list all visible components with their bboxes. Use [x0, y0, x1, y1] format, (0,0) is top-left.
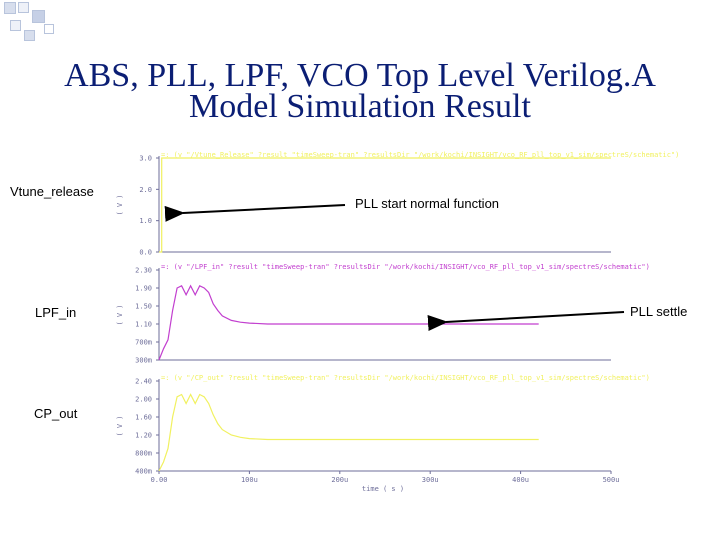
lpf-y-tick-label: 1.50: [135, 303, 152, 311]
x-tick-label: 0.00: [151, 476, 168, 484]
lpf-trace-header: =: (v "/LPF_in" ?result "timeSweep-tran"…: [161, 263, 650, 271]
lpf-y-tick-label: 700m: [135, 339, 152, 347]
x-tick-label: 200u: [331, 476, 348, 484]
lpf-in-label: LPF_in: [35, 305, 77, 320]
lpf-y-tick-label: 1.90: [135, 285, 152, 293]
vtune-y-tick-label: 0.0: [139, 249, 152, 257]
vtune-release-label: Vtune_release: [10, 184, 94, 199]
lpf-y-tick-label: 2.30: [135, 267, 152, 275]
corner-square: [32, 10, 45, 23]
corner-square: [24, 30, 35, 41]
lpf-y-tick-label: 1.10: [135, 321, 152, 329]
slide-title: ABS, PLL, LPF, VCO Top Level Verilog.A M…: [0, 57, 720, 125]
x-tick-label: 500u: [603, 476, 620, 484]
title-line-2: Model Simulation Result: [189, 88, 531, 125]
cp-y-tick-label: 800m: [135, 450, 152, 458]
x-axis-label: time ( s ): [362, 485, 404, 493]
x-tick-label: 400u: [512, 476, 529, 484]
cp-out-label: CP_out: [34, 406, 78, 421]
vtune-y-tick-label: 3.0: [139, 155, 152, 163]
cp-y-axis-label: ( V ): [116, 415, 124, 436]
cp-y-tick-label: 2.40: [135, 378, 152, 386]
cp-y-tick-label: 1.20: [135, 432, 152, 440]
pll-settle-arrow: [427, 311, 625, 331]
vtune-trace-header: =: (v "/Vtune_Release" ?result "timeSwee…: [161, 151, 679, 159]
cp-trace-line: [158, 393, 539, 472]
vtune-y-tick-label: 1.0: [139, 217, 152, 225]
cp-y-tick-label: 400m: [135, 468, 152, 476]
x-tick-label: 300u: [422, 476, 439, 484]
corner-square: [4, 2, 16, 14]
lpf-y-tick-label: 300m: [135, 357, 152, 365]
x-tick-label: 100u: [241, 476, 258, 484]
pll-settle-label: PLL settle: [630, 304, 688, 319]
lpf-trace-line: [158, 284, 539, 361]
corner-square: [10, 20, 21, 31]
lpf-y-axis-label: ( V ): [116, 304, 124, 325]
vtune-y-axis-label: ( V ): [116, 194, 124, 215]
corner-square: [44, 24, 54, 34]
pll-start-label: PLL start normal function: [355, 196, 500, 211]
cp-y-tick-label: 1.60: [135, 414, 152, 422]
pll-start-arrow: [164, 204, 346, 222]
corner-square: [18, 2, 29, 13]
cp-y-tick-label: 2.00: [135, 396, 152, 404]
vtune-y-tick-label: 2.0: [139, 186, 152, 194]
vtune-trace-line: [159, 157, 611, 253]
cp-trace-header: =: (v "/CP_out" ?result "timeSweep-tran"…: [161, 374, 650, 382]
title-line-1: ABS, PLL, LPF, VCO Top Level Verilog.A: [64, 57, 656, 94]
